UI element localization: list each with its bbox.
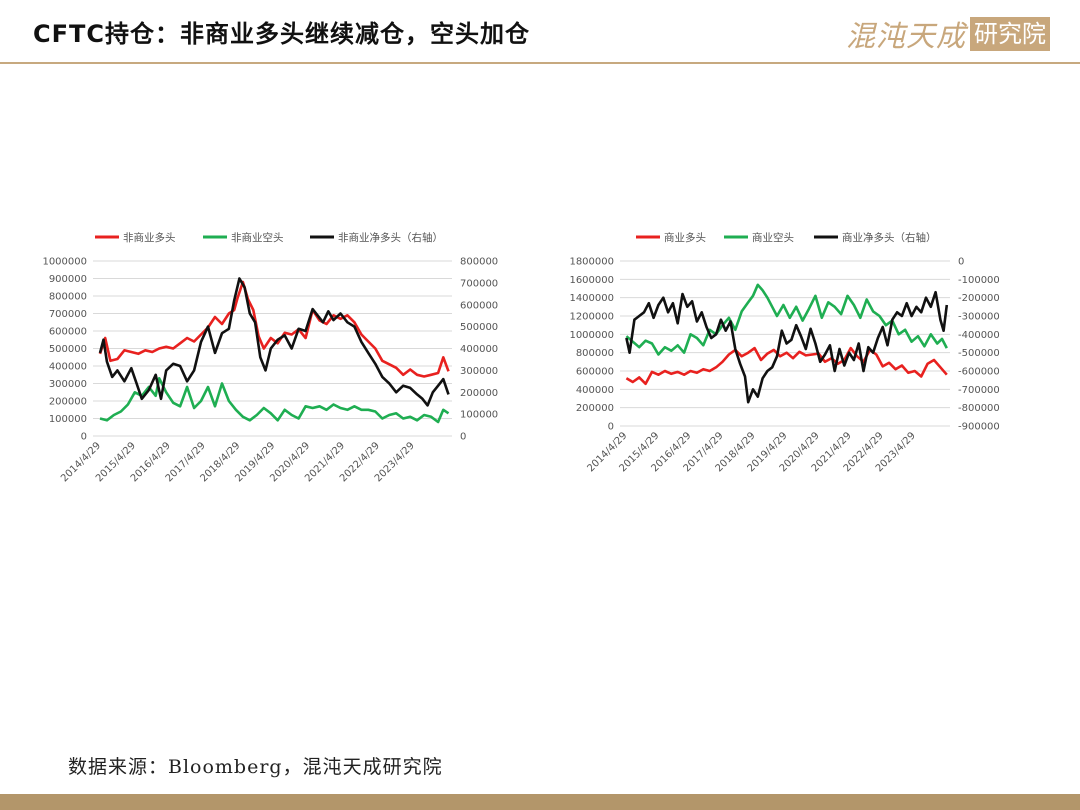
y-left-tick-label: 500000 [49,344,87,355]
series-line-green [625,283,948,356]
logo-box-text: 研究院 [970,17,1051,51]
y-right-tick-label: -800000 [958,403,1000,414]
series-line-black [98,277,450,407]
legend-label-black: 非商业净多头（右轴） [338,231,443,244]
y-right-tick-label: 200000 [460,388,498,399]
y-right-tick-label: 0 [958,257,964,268]
legend-label-black: 商业净多头（右轴） [842,231,937,244]
legend-label-red: 非商业多头 [123,231,176,244]
y-right-tick-label: -400000 [958,330,1000,341]
y-right-tick-label: 300000 [460,366,498,377]
y-left-tick-label: 0 [81,432,87,443]
y-right-tick-label: -200000 [958,293,1000,304]
legend-label-green: 非商业空头 [231,231,284,244]
y-left-tick-label: 700000 [49,309,87,320]
y-right-tick-label: -600000 [958,367,1000,378]
commercial-positions-chart: 0 200000 400000 600000 800000 1000000 1200000 1… [569,231,999,474]
series-line-red [625,346,948,386]
y-left-tick-label: 1200000 [569,312,614,323]
y-left-tick-label: 1000000 [569,330,614,341]
y-left-tick-label: 300000 [49,379,87,390]
y-left-tick-label: 100000 [49,414,87,425]
y-right-tick-label: 400000 [460,344,498,355]
y-left-tick-label: 1600000 [569,275,614,286]
series-line-black [625,290,949,404]
noncommercial-positions-chart: 0 100000 200000 300000 400000 500000 600000 700… [42,231,498,484]
y-left-tick-label: 600000 [49,327,87,338]
y-left-tick-label: 1400000 [569,293,614,304]
company-logo: 混沌天成 研究院 [846,14,1051,54]
y-left-tick-label: 200000 [576,403,614,414]
series-line-red [98,280,450,378]
y-left-tick-label: 900000 [49,274,87,285]
y-left-tick-label: 400000 [49,362,87,373]
footer-bar [0,794,1080,810]
y-right-tick-label: -700000 [958,385,1000,396]
y-right-tick-label: -100000 [958,275,1000,286]
y-right-tick-label: -300000 [958,312,1000,323]
legend-label-green: 商业空头 [752,231,794,244]
y-right-tick-label: 100000 [460,410,498,421]
y-left-tick-label: 0 [608,422,614,433]
y-left-tick-label: 800000 [576,348,614,359]
y-right-tick-label: 500000 [460,322,498,333]
y-right-tick-label: 600000 [460,300,498,311]
y-right-tick-label: 0 [460,432,466,443]
y-right-tick-label: -500000 [958,348,1000,359]
y-right-tick-label: 800000 [460,257,498,268]
page-title: CFTC持仓：非商业多头继续减仓，空头加仓 [33,20,530,48]
header-divider [0,62,1080,64]
y-left-tick-label: 400000 [576,385,614,396]
y-left-tick-label: 600000 [576,367,614,378]
logo-text: 混沌天成 [846,19,967,53]
y-left-tick-label: 1800000 [569,257,614,268]
y-left-tick-label: 1000000 [42,257,87,268]
y-left-tick-label: 800000 [49,292,87,303]
legend-label-red: 商业多头 [664,231,706,244]
y-right-tick-label: 700000 [460,278,498,289]
data-source-note: 数据来源：Bloomberg，混沌天成研究院 [68,756,443,778]
y-left-tick-label: 200000 [49,397,87,408]
y-right-tick-label: -900000 [958,422,1000,433]
